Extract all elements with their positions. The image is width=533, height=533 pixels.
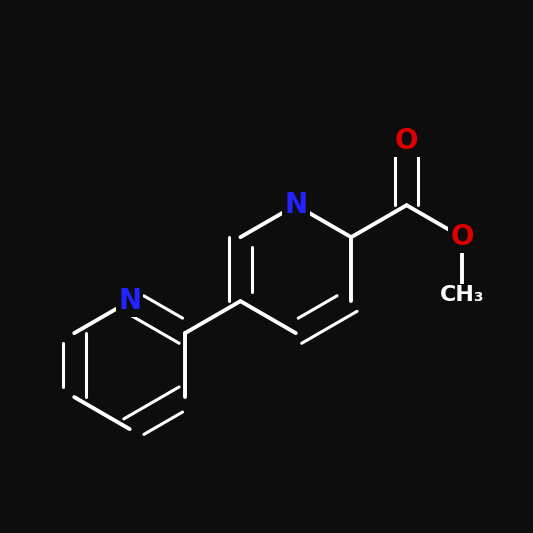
Text: O: O [395,127,418,155]
Text: N: N [118,287,141,315]
Text: O: O [450,223,474,251]
Text: N: N [284,191,308,219]
Text: CH₃: CH₃ [440,285,484,305]
